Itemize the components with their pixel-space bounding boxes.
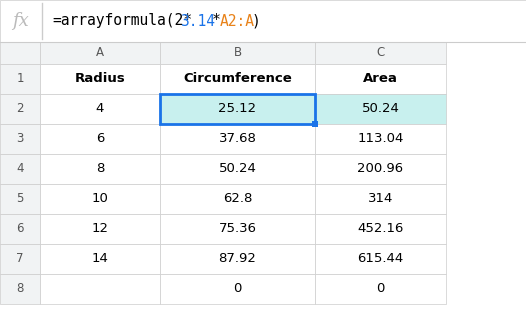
Bar: [40, 214, 160, 244]
Bar: [0, 0, 526, 42]
Bar: [160, 94, 315, 124]
Bar: [160, 94, 315, 124]
Text: 113.04: 113.04: [357, 132, 403, 146]
Text: 0: 0: [376, 282, 385, 296]
Text: 0: 0: [234, 282, 241, 296]
Text: 6: 6: [96, 132, 104, 146]
Text: 615.44: 615.44: [357, 253, 403, 265]
Text: 6: 6: [16, 222, 24, 235]
Text: 3.14: 3.14: [180, 14, 215, 28]
Text: ): ): [252, 14, 261, 28]
Text: 37.68: 37.68: [219, 132, 257, 146]
Bar: [0, 214, 40, 244]
Text: Circumference: Circumference: [183, 72, 292, 85]
Bar: [315, 42, 446, 64]
Text: Area: Area: [363, 72, 398, 85]
Bar: [40, 184, 160, 214]
Text: 10: 10: [92, 193, 108, 206]
Bar: [40, 94, 160, 124]
Bar: [0, 274, 40, 304]
Text: *: *: [212, 14, 221, 28]
Text: C: C: [377, 46, 385, 60]
Text: 14: 14: [92, 253, 108, 265]
Bar: [315, 244, 446, 274]
Bar: [315, 274, 446, 304]
Bar: [160, 214, 315, 244]
Bar: [40, 244, 160, 274]
Bar: [315, 184, 446, 214]
Text: 4: 4: [96, 103, 104, 116]
Bar: [40, 154, 160, 184]
Bar: [40, 64, 160, 94]
Text: 12: 12: [92, 222, 108, 235]
Bar: [0, 154, 40, 184]
Bar: [160, 154, 315, 184]
Bar: [0, 244, 40, 274]
Text: 50.24: 50.24: [361, 103, 399, 116]
Bar: [0, 94, 40, 124]
Bar: [0, 42, 40, 64]
Text: 25.12: 25.12: [218, 103, 257, 116]
Text: 2: 2: [16, 103, 24, 116]
Text: 3: 3: [16, 132, 24, 146]
Bar: [315, 124, 446, 154]
Text: 7: 7: [16, 253, 24, 265]
Bar: [160, 124, 315, 154]
Text: 50.24: 50.24: [219, 163, 257, 175]
Text: 62.8: 62.8: [223, 193, 252, 206]
Bar: [40, 42, 160, 64]
Text: 200.96: 200.96: [358, 163, 403, 175]
Text: 1: 1: [16, 72, 24, 85]
Text: 87.92: 87.92: [219, 253, 257, 265]
Bar: [160, 42, 315, 64]
Text: Radius: Radius: [75, 72, 125, 85]
Text: 8: 8: [16, 282, 24, 296]
Text: B: B: [234, 46, 241, 60]
Text: 5: 5: [16, 193, 24, 206]
Bar: [0, 64, 40, 94]
Bar: [40, 274, 160, 304]
Bar: [315, 64, 446, 94]
Bar: [160, 184, 315, 214]
Bar: [160, 274, 315, 304]
Text: fx: fx: [12, 12, 28, 30]
Bar: [315, 154, 446, 184]
Bar: [315, 94, 446, 124]
Bar: [0, 124, 40, 154]
Bar: [0, 184, 40, 214]
Text: 8: 8: [96, 163, 104, 175]
Text: A: A: [96, 46, 104, 60]
Text: 314: 314: [368, 193, 393, 206]
Text: =arrayformula(2*: =arrayformula(2*: [52, 14, 192, 28]
Bar: [315, 214, 446, 244]
Text: 4: 4: [16, 163, 24, 175]
Text: 452.16: 452.16: [357, 222, 403, 235]
Bar: [160, 64, 315, 94]
Bar: [40, 124, 160, 154]
Bar: [160, 244, 315, 274]
Text: A2:A: A2:A: [220, 14, 255, 28]
Text: 75.36: 75.36: [218, 222, 257, 235]
Bar: [312, 121, 318, 127]
